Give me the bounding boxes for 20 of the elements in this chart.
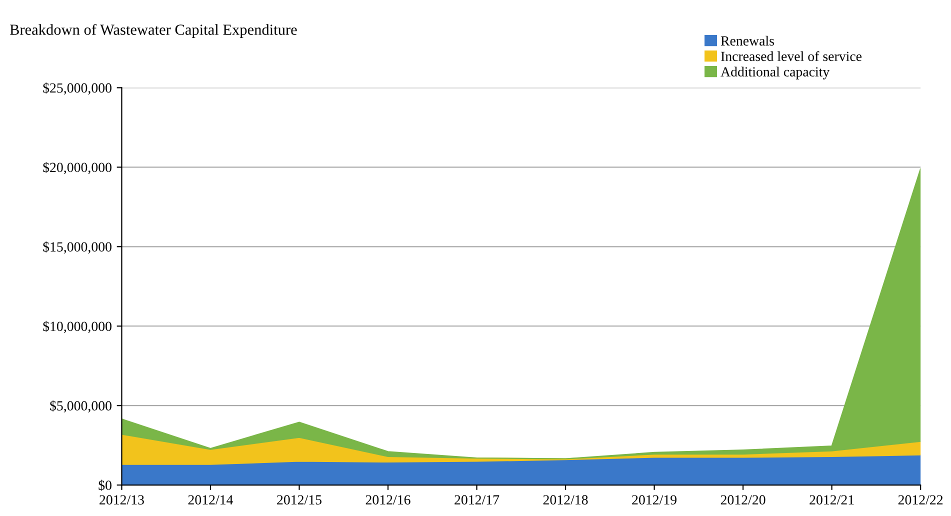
x-tick-label: 2012/17 [454,495,500,505]
chart-title: Breakdown of Wastewater Capital Expenditure [10,24,297,38]
x-tick-label: 2012/21 [810,495,854,505]
y-tick-label: $15,000,000 [43,241,112,254]
y-tick-label: $20,000,000 [43,162,112,174]
x-tick-label: 2012/22 [898,495,943,505]
x-tick-label: 2012/14 [188,495,234,505]
x-tick-label: 2012/13 [100,495,144,505]
y-tick-label: $25,000,000 [43,82,112,95]
x-tick-label: 2012/20 [720,495,766,505]
y-tick-label: $5,000,000 [50,400,112,413]
x-tick-label: 2012/15 [277,495,322,505]
y-tick-label: $10,000,000 [43,320,112,334]
legend-label: Increased level of service [721,51,862,62]
legend-label: Renewals [720,36,774,46]
legend-label: Additional capacity [720,66,830,80]
x-tick-label: 2012/16 [366,495,410,505]
x-tick-label: 2012/19 [632,495,676,505]
x-tick-label: 2012/18 [543,495,588,505]
y-tick-label: $0 [98,480,112,491]
